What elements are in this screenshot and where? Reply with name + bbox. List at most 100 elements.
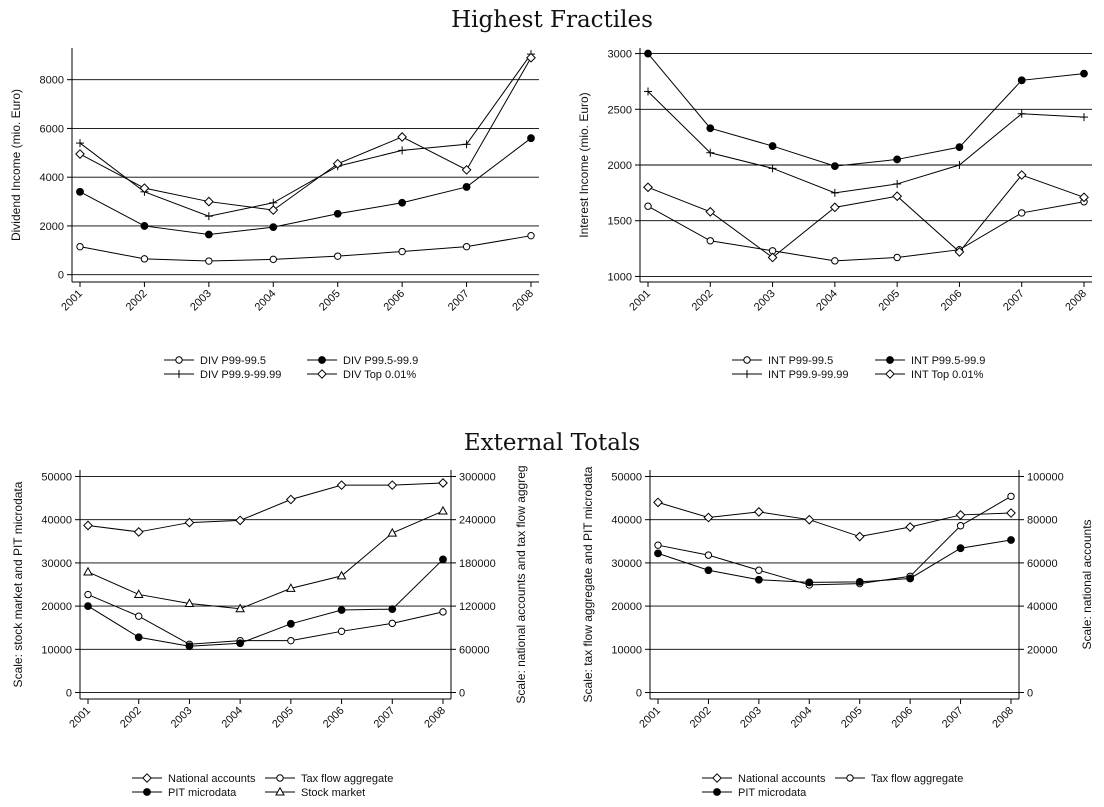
data-point <box>654 549 662 558</box>
data-point <box>644 49 652 58</box>
series-div-p99-99-5 <box>76 231 535 265</box>
y-axis-right-title: Scale: national accounts and tax flow ag… <box>514 465 528 703</box>
series-pit-microdata <box>654 536 1015 587</box>
y-tick-label: 40000 <box>41 515 72 527</box>
data-point <box>184 598 195 608</box>
legend-label: INT P99.5-99.9 <box>911 355 985 367</box>
legend-item: INT Top 0.01% <box>875 369 984 381</box>
legend: National accounts Tax flow aggregate PIT m… <box>132 773 393 799</box>
series-div-p99-9-99-99 <box>76 50 535 221</box>
legend-item: National accounts <box>132 773 256 785</box>
data-point <box>706 148 715 157</box>
data-point <box>388 619 396 628</box>
data-point <box>956 522 965 530</box>
series-line <box>647 91 1085 194</box>
x-tick-label: 2004 <box>789 705 815 731</box>
series-line <box>79 137 532 235</box>
legend-marker <box>846 774 854 782</box>
x-tick-label: 2007 <box>446 288 472 314</box>
legend-label: National accounts <box>168 773 256 785</box>
series-line <box>79 53 532 217</box>
x-tick-label: 2006 <box>889 705 915 731</box>
legend-marker <box>743 370 751 378</box>
x-tick-label: 2004 <box>814 288 840 314</box>
data-point <box>831 257 839 265</box>
legend-label: INT Top 0.01% <box>911 369 984 381</box>
data-point <box>1017 109 1026 118</box>
x-tick-label: 2007 <box>372 705 398 731</box>
legend-marker <box>142 773 152 783</box>
series-line <box>87 594 444 645</box>
x-tick-label: 2008 <box>422 705 448 731</box>
x-tick-label: 2008 <box>510 288 536 314</box>
x-tick-label: 2002 <box>688 705 714 731</box>
data-point <box>1079 192 1089 203</box>
series-national-accounts <box>83 478 448 537</box>
y-tick-label: 3000 <box>608 49 632 61</box>
data-point <box>337 606 346 614</box>
data-point <box>768 142 777 150</box>
data-point <box>1007 536 1015 544</box>
legend-label: Tax flow aggregate <box>871 773 963 785</box>
data-point <box>135 612 143 620</box>
y-tick-label: 10000 <box>41 644 72 656</box>
legend-item: PIT microdata <box>132 787 237 799</box>
legend-item: Tax flow aggregate <box>265 773 393 785</box>
y-right-tick-label: 80000 <box>1027 515 1058 527</box>
chart-panel-2: 1000 1500 2000 2500 3000 2001 2002 2003 2004 2005… <box>577 48 1092 381</box>
chart-panel-3: 0 10000 20000 30000 40000 50000 0 60000 120000 18… <box>11 465 528 799</box>
legend: DIV P99-99.5 DIV P99.5-99.9 DIV P99.9-99.9… <box>164 355 418 381</box>
y-tick-label: 2000 <box>40 221 64 233</box>
x-tick-label: 2008 <box>1063 288 1089 314</box>
chart-panel-4: 0 10000 20000 30000 40000 50000 0 20000 40000 600… <box>581 466 1094 799</box>
data-point <box>184 517 195 528</box>
y-right-tick-label: 0 <box>459 688 465 700</box>
y-tick-label: 0 <box>58 270 64 282</box>
legend-item: INT P99.9-99.99 <box>732 369 849 381</box>
data-point <box>76 242 84 251</box>
data-point <box>84 602 92 611</box>
legend-item: INT P99-99.5 <box>732 355 833 367</box>
data-point <box>767 252 778 263</box>
data-point <box>133 527 144 537</box>
data-point <box>134 633 143 642</box>
legend: INT P99-99.5 INT P99.5-99.9 INT P99.9-99.9… <box>732 355 985 381</box>
y-tick-label: 1500 <box>608 216 632 228</box>
x-tick-label: 2005 <box>876 288 902 314</box>
data-point <box>336 480 347 491</box>
x-tick-label: 2002 <box>124 288 150 314</box>
y-right-tick-label: 40000 <box>1027 601 1058 613</box>
y-tick-label: 8000 <box>40 75 64 87</box>
chart-panel-1: 0 2000 4000 6000 8000 2001 2002 2003 2004 2005 200… <box>9 48 539 381</box>
legend-label: PIT microdata <box>168 787 237 799</box>
chart-panels: 0 2000 4000 6000 8000 2001 2002 2003 2004 2005 200… <box>9 48 1094 799</box>
legend-marker <box>318 356 326 364</box>
legend-marker <box>143 788 151 796</box>
data-point <box>1018 209 1026 217</box>
y-tick-label: 4000 <box>40 172 64 184</box>
data-point <box>204 212 213 221</box>
data-point <box>1016 170 1027 180</box>
data-point <box>462 183 471 191</box>
data-point <box>906 574 915 583</box>
x-tick-label: 2006 <box>939 288 965 314</box>
data-point <box>438 505 448 515</box>
data-point <box>387 527 398 537</box>
legend-item: National accounts <box>702 773 826 785</box>
series-stock-market <box>83 505 448 613</box>
x-tick-label: 2001 <box>627 288 653 314</box>
series-line <box>79 57 532 211</box>
x-tick-label: 2003 <box>169 705 195 731</box>
y-tick-label: 30000 <box>41 558 72 570</box>
y-right-tick-label: 120000 <box>459 601 496 613</box>
data-point <box>829 202 840 213</box>
y-right-tick-label: 240000 <box>459 515 496 527</box>
y-tick-label: 10000 <box>611 644 642 656</box>
legend-item: Stock market <box>265 786 365 799</box>
y-axis-title: Scale: stock market and PIT microdata <box>11 481 25 687</box>
series-line <box>87 482 444 533</box>
section-title-top: Highest Fractiles <box>451 7 653 33</box>
data-point <box>439 608 447 616</box>
data-point <box>397 132 408 142</box>
